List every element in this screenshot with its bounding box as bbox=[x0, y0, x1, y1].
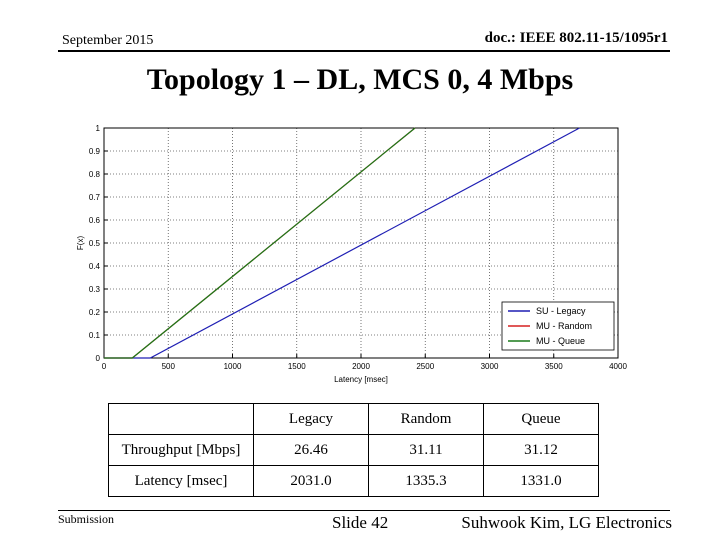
chart-legend: SU - Legacy MU - Random MU - Queue bbox=[501, 301, 615, 351]
x-tick-label: 1500 bbox=[288, 362, 306, 371]
y-tick-label: 0.7 bbox=[89, 193, 101, 202]
legend-label: MU - Queue bbox=[536, 336, 585, 346]
x-tick-label: 2000 bbox=[352, 362, 370, 371]
table-cell: 1331.0 bbox=[483, 465, 599, 497]
header-date: September 2015 bbox=[62, 33, 154, 48]
table-corner-cell bbox=[108, 403, 254, 435]
table-row-label: Latency [msec] bbox=[108, 465, 254, 497]
y-tick-label: 1 bbox=[96, 124, 101, 133]
table-header-random: Random bbox=[368, 403, 484, 435]
table-cell: 31.11 bbox=[368, 434, 484, 466]
legend-label: MU - Random bbox=[536, 321, 592, 331]
legend-label: SU - Legacy bbox=[536, 306, 586, 316]
x-axis-label: Latency [msec] bbox=[334, 375, 388, 384]
y-axis-label: F(x) bbox=[76, 236, 85, 251]
table-cell: 1335.3 bbox=[368, 465, 484, 497]
y-tick-label: 0.3 bbox=[89, 285, 101, 294]
y-tick-label: 0.4 bbox=[89, 262, 101, 271]
y-tick-label: 0 bbox=[96, 354, 101, 363]
y-tick-label: 0.6 bbox=[89, 216, 101, 225]
table-cell: 26.46 bbox=[253, 434, 369, 466]
y-tick-label: 0.8 bbox=[89, 170, 101, 179]
header-doc-id: doc.: IEEE 802.11-15/1095r1 bbox=[484, 30, 668, 46]
results-table: Legacy Random Queue Throughput [Mbps] 26… bbox=[108, 403, 599, 497]
y-tick-label: 0.9 bbox=[89, 147, 101, 156]
table-header-row: Legacy Random Queue bbox=[108, 403, 599, 435]
table-header-legacy: Legacy bbox=[253, 403, 369, 435]
table-row: Latency [msec] 2031.0 1335.3 1331.0 bbox=[108, 465, 599, 497]
y-tick-label: 0.5 bbox=[89, 239, 101, 248]
y-tick-label: 0.2 bbox=[89, 308, 101, 317]
cdf-chart: 0 500 1000 1500 2000 2500 3000 3500 4000 0 0.1 0.2 0… bbox=[70, 118, 630, 390]
series-line bbox=[104, 127, 416, 359]
footer-submission: Submission bbox=[58, 512, 115, 526]
table-cell: 2031.0 bbox=[253, 465, 369, 497]
x-tick-label: 3000 bbox=[481, 362, 499, 371]
x-tick-label: 0 bbox=[102, 362, 107, 371]
footer-divider bbox=[58, 510, 670, 511]
x-tick-label: 500 bbox=[162, 362, 176, 371]
x-tick-label: 3500 bbox=[545, 362, 563, 371]
table-row-label: Throughput [Mbps] bbox=[108, 434, 254, 466]
slide-number: Slide 42 bbox=[332, 513, 389, 532]
x-tick-label: 1000 bbox=[224, 362, 242, 371]
table-header-queue: Queue bbox=[483, 403, 599, 435]
x-tick-label: 4000 bbox=[609, 362, 627, 371]
header-divider bbox=[58, 50, 670, 52]
table-cell: 31.12 bbox=[483, 434, 599, 466]
table-row: Throughput [Mbps] 26.46 31.11 31.12 bbox=[108, 434, 599, 466]
y-tick-label: 0.1 bbox=[89, 331, 101, 340]
footer-author: Suhwook Kim, LG Electronics bbox=[461, 513, 672, 532]
legend-box bbox=[501, 301, 615, 351]
slide-title: Topology 1 – DL, MCS 0, 4 Mbps bbox=[146, 63, 574, 96]
x-tick-label: 2500 bbox=[416, 362, 434, 371]
